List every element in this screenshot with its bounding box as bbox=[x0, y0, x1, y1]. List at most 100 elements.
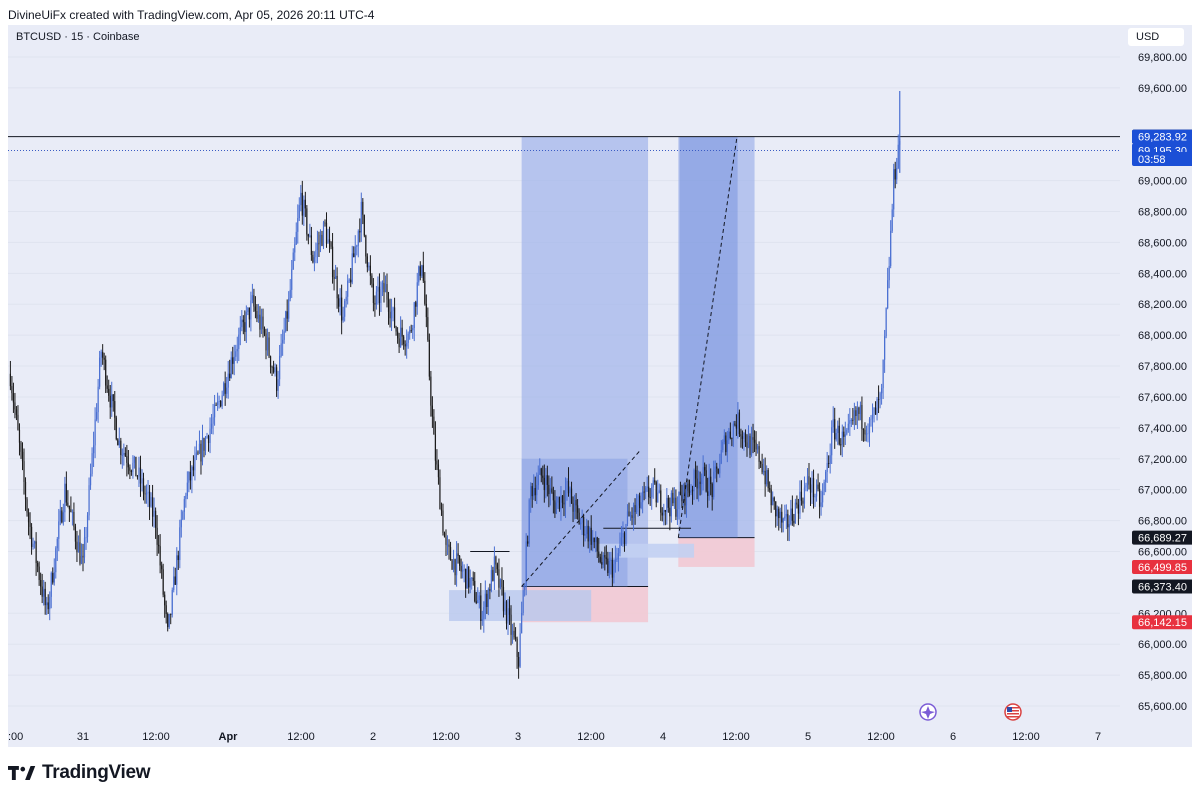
candle-body bbox=[418, 266, 420, 283]
candle-body bbox=[835, 433, 837, 440]
flag-stripe bbox=[1007, 716, 1019, 718]
candle-body bbox=[769, 488, 771, 490]
candle-body bbox=[30, 526, 33, 547]
candle-body bbox=[853, 410, 855, 421]
candle-body bbox=[201, 438, 204, 462]
candle-body bbox=[743, 433, 745, 439]
candle-body bbox=[21, 451, 24, 462]
candle-body bbox=[372, 283, 374, 304]
candle-body bbox=[814, 496, 816, 498]
candle-body bbox=[714, 466, 716, 472]
candle-body bbox=[280, 343, 282, 356]
candle-body bbox=[590, 527, 592, 545]
candle-body bbox=[324, 222, 326, 224]
y-tick-label: 68,200.00 bbox=[1138, 299, 1187, 311]
candle-body bbox=[14, 402, 16, 410]
candle-body bbox=[354, 246, 356, 258]
candle-body bbox=[215, 404, 217, 406]
candle-body bbox=[660, 490, 662, 513]
candle-body bbox=[524, 586, 526, 591]
candle-body bbox=[413, 302, 415, 329]
price-chart[interactable]: 69,800.00 69,600.00 69,000.00 68,800.00 68,6… bbox=[8, 25, 1192, 747]
candle-body bbox=[180, 519, 182, 528]
candle-body bbox=[516, 638, 518, 657]
candle-body bbox=[642, 491, 644, 503]
price-tag-box bbox=[1132, 129, 1192, 144]
candle-body bbox=[487, 589, 489, 607]
candle-body bbox=[658, 490, 660, 493]
candle-body bbox=[279, 355, 281, 380]
candle-body bbox=[570, 488, 573, 504]
candle-body bbox=[88, 485, 90, 516]
candle-body bbox=[251, 295, 253, 301]
currency-label[interactable]: USD bbox=[1128, 28, 1184, 46]
symbol-legend[interactable]: BTCUSD · 15 · Coinbase bbox=[16, 31, 140, 43]
candle-body bbox=[581, 517, 583, 523]
candle-body bbox=[404, 344, 406, 347]
candle-body bbox=[545, 475, 547, 491]
candle-body bbox=[859, 404, 862, 414]
candle-body bbox=[832, 419, 834, 428]
candle-body bbox=[793, 520, 795, 524]
trend-line bbox=[521, 450, 640, 587]
x-tick-label: 5 bbox=[805, 731, 811, 743]
candle-body bbox=[704, 467, 706, 471]
candle-body bbox=[586, 525, 588, 535]
candle-body bbox=[345, 296, 347, 302]
candle-body bbox=[693, 470, 695, 492]
candle-body bbox=[858, 407, 860, 414]
candle-body bbox=[779, 511, 781, 519]
chart-credit: DivineUiFx created with TradingView.com,… bbox=[8, 8, 375, 22]
price-tag: 03:58 bbox=[1132, 151, 1192, 166]
candle-body bbox=[894, 169, 896, 180]
candle-body bbox=[322, 222, 325, 246]
candle-body bbox=[750, 437, 753, 455]
candle-body bbox=[176, 555, 178, 585]
candle-body bbox=[893, 169, 895, 210]
candle-body bbox=[540, 468, 542, 476]
candle-body bbox=[141, 478, 143, 484]
candle-body bbox=[213, 404, 216, 418]
candle-body bbox=[368, 265, 370, 268]
candle-body bbox=[551, 488, 553, 493]
candle-body bbox=[508, 608, 511, 615]
candle-body bbox=[808, 476, 810, 485]
candle-body bbox=[897, 144, 899, 169]
candle-body bbox=[83, 537, 86, 558]
candle-body bbox=[194, 457, 196, 471]
candle-body bbox=[608, 560, 610, 574]
candle-body bbox=[764, 470, 766, 485]
candle-body bbox=[192, 466, 195, 471]
candle-body bbox=[477, 600, 479, 604]
candle-body bbox=[407, 333, 409, 343]
candle-body bbox=[555, 502, 558, 514]
candle-body bbox=[334, 275, 337, 279]
candle-body bbox=[536, 485, 538, 496]
candle-body bbox=[457, 553, 459, 556]
x-tick-label: Apr bbox=[219, 731, 239, 743]
candle-body bbox=[89, 473, 92, 486]
candle-body bbox=[616, 558, 618, 560]
candle-body bbox=[286, 311, 288, 319]
candle-body bbox=[401, 327, 403, 337]
candle-body bbox=[537, 474, 539, 486]
candle-body bbox=[67, 502, 69, 506]
chart-area[interactable]: 69,800.00 69,600.00 69,000.00 68,800.00 68,6… bbox=[8, 25, 1192, 747]
candle-body bbox=[11, 386, 13, 394]
price-tag-box bbox=[1132, 559, 1192, 574]
candle-body bbox=[151, 497, 154, 517]
candle-body bbox=[737, 412, 739, 429]
candle-body bbox=[563, 502, 565, 505]
candle-body bbox=[629, 515, 632, 517]
candle-body bbox=[711, 484, 713, 498]
candle-body bbox=[543, 477, 545, 491]
candle-body bbox=[654, 480, 656, 483]
candle-body bbox=[76, 541, 78, 553]
candle-body bbox=[111, 394, 113, 408]
candle-body bbox=[805, 485, 807, 488]
candle-body bbox=[177, 555, 179, 561]
candle-body bbox=[530, 486, 532, 500]
candle-body bbox=[643, 491, 645, 493]
candle-body bbox=[186, 482, 188, 496]
candle-body bbox=[596, 537, 598, 552]
